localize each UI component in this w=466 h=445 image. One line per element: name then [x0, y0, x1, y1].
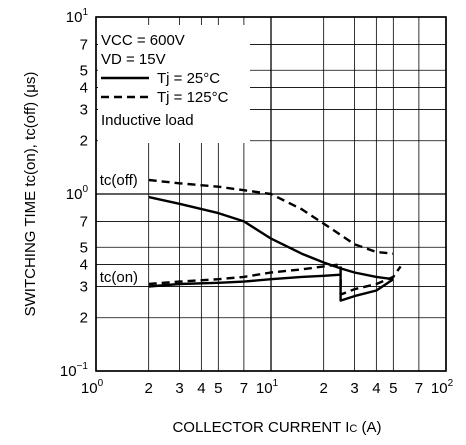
tc-off-label-background — [97, 170, 144, 189]
y-tick-label: 5 — [80, 239, 88, 256]
x-tick-label: 5 — [389, 380, 397, 397]
y-tick-label: 7 — [80, 36, 88, 53]
legend-label-25c: Tj = 25°C — [157, 70, 220, 87]
curves — [148, 178, 402, 302]
x-axis-label: COLLECTOR CURRENT IC (A) — [172, 419, 381, 436]
y-tick-label: 2 — [80, 133, 88, 150]
series-line-1 — [148, 195, 394, 281]
x-tick-label: 7 — [240, 380, 248, 397]
plot-frame — [95, 16, 447, 372]
y-tick-label: 10−1 — [60, 361, 89, 380]
tc-off-label: tc(off) — [100, 172, 138, 189]
condition-vd: VD = 15V — [101, 51, 166, 68]
series-line-2 — [148, 263, 402, 296]
y-tick-label: 4 — [80, 79, 88, 96]
x-tick-label: 3 — [350, 380, 358, 397]
y-tick-label: 3 — [80, 279, 88, 296]
x-tick-label: 7 — [415, 380, 423, 397]
tc-on-label: tc(on) — [100, 269, 138, 286]
y-tick-label: 2 — [80, 310, 88, 327]
condition-vcc: VCC = 600V — [101, 32, 185, 49]
tc-on-label-background — [97, 267, 144, 286]
legend: VCC = 600V VD = 15V Tj = 25°C Tj = 125°C… — [98, 25, 250, 143]
x-tick-label: 2 — [320, 380, 328, 397]
x-tick-label: 101 — [256, 378, 279, 397]
y-tick-label: 3 — [80, 102, 88, 119]
x-tick-label: 4 — [197, 380, 205, 397]
x-tick-label: 3 — [175, 380, 183, 397]
y-tick-label: 4 — [80, 256, 88, 273]
inductive-load-note: Inductive load — [101, 112, 194, 129]
y-tick-label: 7 — [80, 213, 88, 230]
series-line-3 — [148, 273, 394, 302]
x-tick-label: 4 — [372, 380, 380, 397]
x-tick-label: 100 — [81, 378, 104, 397]
y-axis-label: SWITCHING TIME tc(on), tc(off) (μs) — [22, 72, 39, 317]
y-tick-label: 5 — [80, 62, 88, 79]
y-tick-label: 100 — [66, 184, 89, 203]
curve-labels: tc(off) tc(on) — [97, 170, 144, 286]
legend-label-125c: Tj = 125°C — [157, 89, 229, 106]
x-tick-label: 102 — [431, 378, 454, 397]
y-tick-label: 101 — [66, 7, 89, 26]
x-tick-label: 2 — [145, 380, 153, 397]
legend-background — [98, 25, 250, 143]
x-tick-label: 5 — [214, 380, 222, 397]
